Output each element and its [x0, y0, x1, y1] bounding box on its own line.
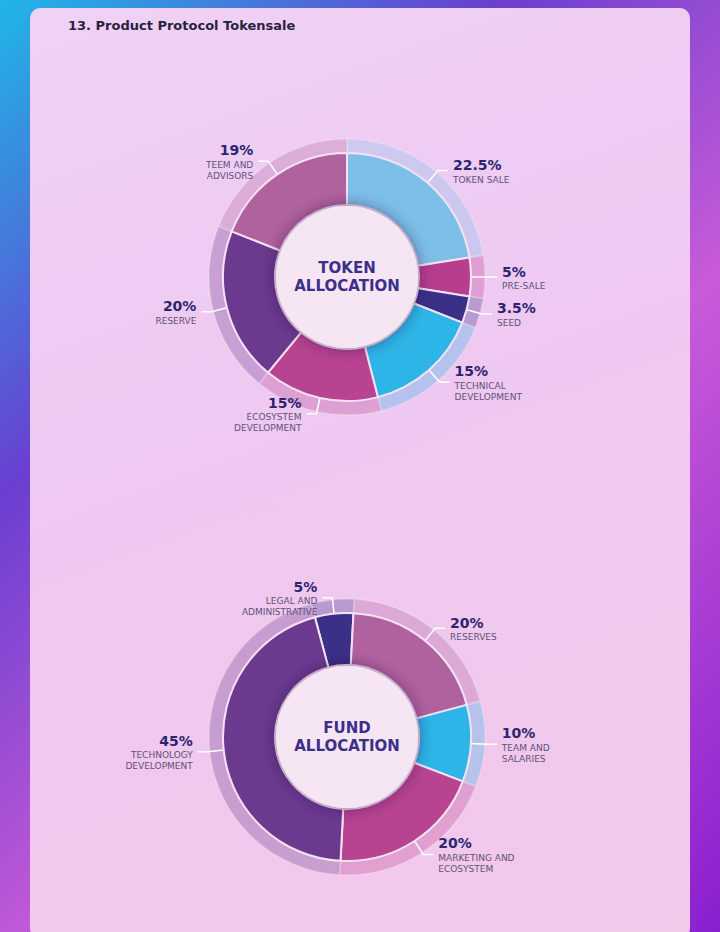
svg-text:DEVELOPMENT: DEVELOPMENT	[455, 392, 523, 402]
svg-text:SALARIES: SALARIES	[502, 754, 546, 764]
svg-text:15%: 15%	[455, 363, 489, 379]
svg-text:SEED: SEED	[497, 318, 521, 328]
svg-text:5%: 5%	[502, 264, 526, 280]
svg-text:5%: 5%	[294, 579, 318, 595]
svg-text:RESERVE: RESERVE	[155, 316, 196, 326]
svg-text:TEEM AND: TEEM AND	[205, 160, 253, 170]
svg-text:PRE-SALE: PRE-SALE	[502, 281, 546, 291]
svg-text:ADMINISTRATIVE: ADMINISTRATIVE	[242, 607, 318, 617]
svg-text:ADVISORS: ADVISORS	[207, 171, 254, 181]
svg-text:TOKEN SALE: TOKEN SALE	[452, 175, 510, 185]
svg-text:TOKEN: TOKEN	[318, 259, 375, 277]
svg-text:TEAM AND: TEAM AND	[501, 743, 550, 753]
svg-text:FUND: FUND	[323, 719, 370, 737]
svg-text:10%: 10%	[502, 725, 536, 741]
svg-text:19%: 19%	[220, 142, 254, 158]
svg-text:13. Product Protocol Tokensale: 13. Product Protocol Tokensale	[68, 18, 295, 33]
svg-text:45%: 45%	[159, 733, 193, 749]
svg-text:20%: 20%	[450, 615, 484, 631]
svg-text:MARKETING AND: MARKETING AND	[438, 853, 514, 863]
svg-text:ECOSYSTEM: ECOSYSTEM	[247, 412, 302, 422]
svg-text:LEGAL AND: LEGAL AND	[266, 596, 318, 606]
svg-text:ALLOCATION: ALLOCATION	[294, 737, 400, 755]
svg-text:15%: 15%	[268, 395, 302, 411]
svg-text:ALLOCATION: ALLOCATION	[294, 277, 400, 295]
svg-text:DEVELOPMENT: DEVELOPMENT	[125, 761, 193, 771]
svg-text:TECHNOLOGY: TECHNOLOGY	[130, 750, 193, 760]
svg-text:20%: 20%	[163, 298, 197, 314]
svg-text:ECOSYSTEM: ECOSYSTEM	[438, 864, 493, 874]
svg-text:22.5%: 22.5%	[453, 157, 502, 173]
svg-text:DEVELOPMENT: DEVELOPMENT	[234, 423, 302, 433]
svg-text:RESERVES: RESERVES	[450, 632, 497, 642]
svg-text:20%: 20%	[438, 835, 472, 851]
svg-text:TECHNICAL: TECHNICAL	[454, 381, 506, 391]
svg-text:3.5%: 3.5%	[497, 300, 536, 316]
